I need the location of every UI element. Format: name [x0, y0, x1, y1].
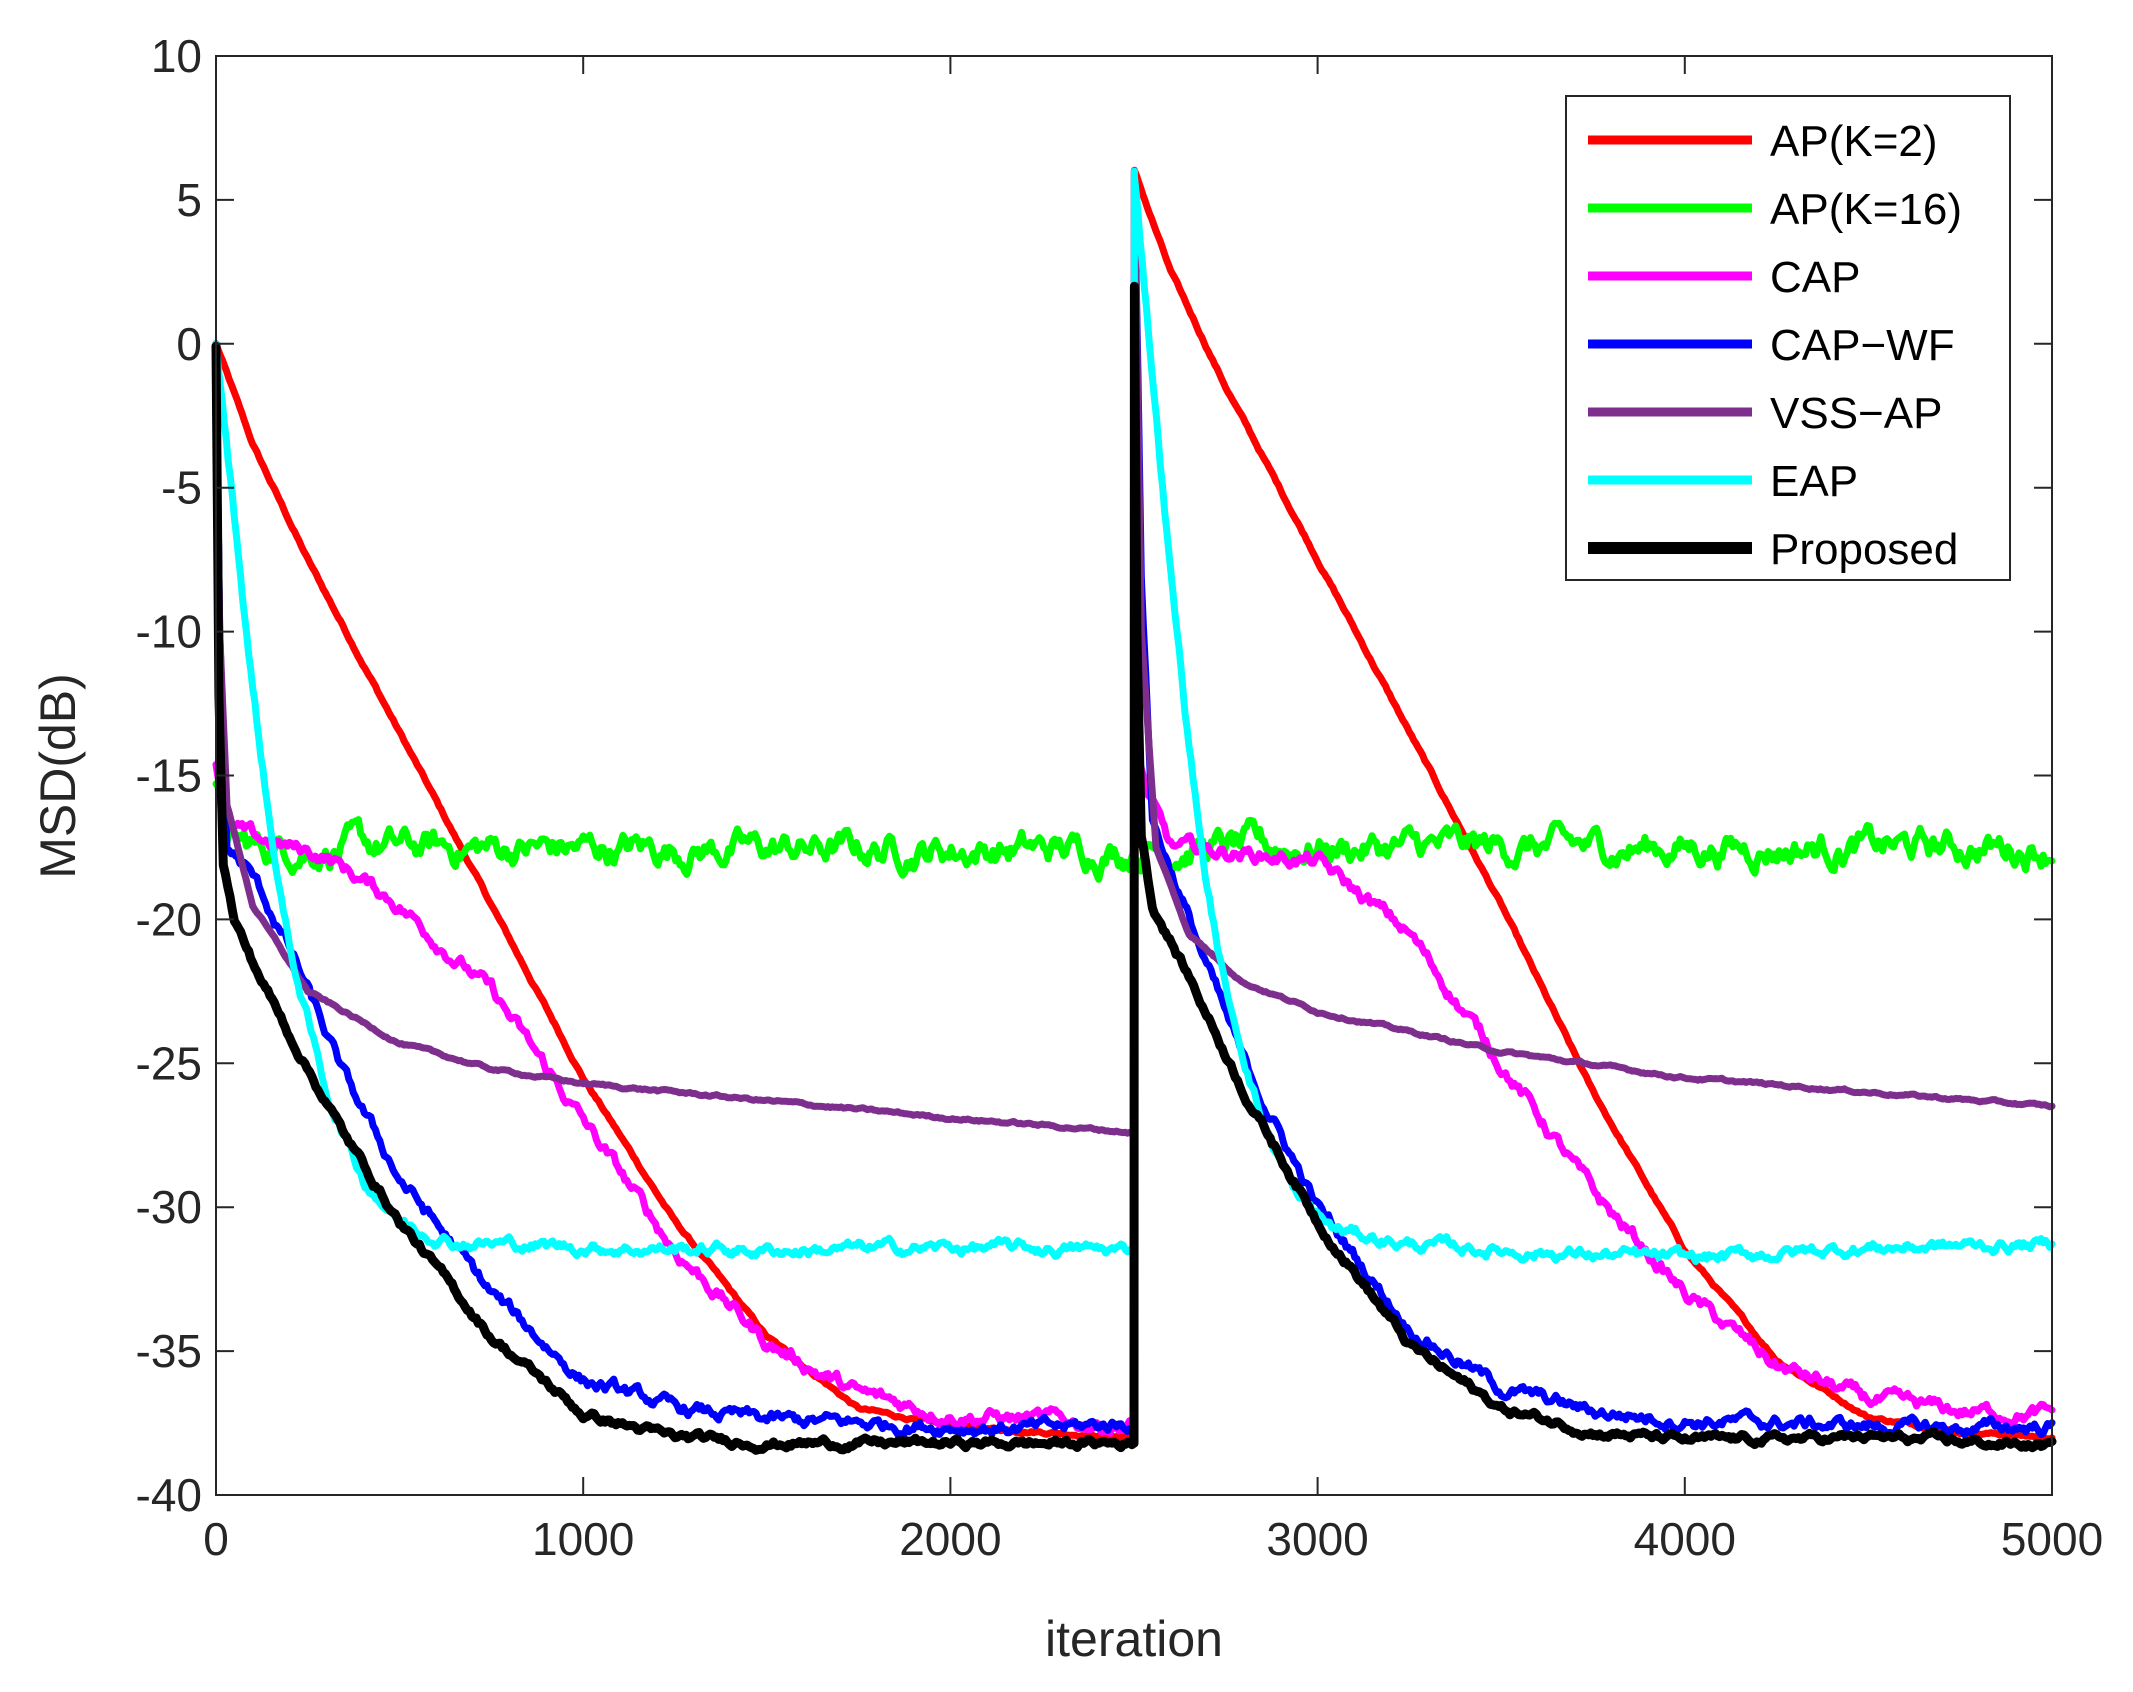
y-tick-label: -5: [161, 462, 202, 514]
legend-label: VSS−AP: [1770, 389, 1942, 438]
x-tick-label: 2000: [899, 1513, 1001, 1565]
legend: AP(K=2) AP(K=16) CAP CAP−WF VSS−AP EAP Propose…: [1565, 95, 2011, 581]
legend-item: CAP−WF: [1588, 321, 1955, 370]
y-tick-label: -15: [136, 750, 202, 802]
series-layer: [211, 166, 2057, 1455]
x-tick-label: 0: [203, 1513, 229, 1565]
x-tick-label: 1000: [532, 1513, 634, 1565]
y-tick-label: -10: [136, 606, 202, 658]
y-tick-labels: -40 -35 -30 -25 -20 -15 -10 -5 0 5 10: [136, 30, 202, 1521]
y-axis-label: MSD(dB): [30, 673, 86, 879]
legend-item: CAP: [1588, 253, 1860, 302]
y-tick-label: -40: [136, 1469, 202, 1521]
legend-item: AP(K=16): [1588, 185, 1962, 234]
legend-item: AP(K=2): [1588, 117, 1938, 166]
legend-item: VSS−AP: [1588, 389, 1942, 438]
series-line-6: [212, 167, 2056, 1265]
legend-label: CAP−WF: [1770, 321, 1955, 370]
legend-label: Proposed: [1770, 525, 1958, 574]
legend-entries: AP(K=2) AP(K=16) CAP CAP−WF VSS−AP EAP Propose…: [1588, 117, 1962, 574]
legend-label: AP(K=16): [1770, 185, 1962, 234]
x-tick-label: 5000: [2001, 1513, 2103, 1565]
legend-item: Proposed: [1588, 525, 1958, 574]
y-tick-label: 10: [151, 30, 202, 82]
series-line-7: [211, 281, 2057, 1455]
plot-frame: [215, 55, 2053, 1496]
y-tick-label: -35: [136, 1325, 202, 1377]
y-tick-label: -30: [136, 1181, 202, 1233]
x-tick-labels: 0 1000 2000 3000 4000 5000: [203, 1513, 2103, 1565]
x-tick-label: 4000: [1634, 1513, 1736, 1565]
legend-item: EAP: [1588, 457, 1858, 506]
legend-label: AP(K=2): [1770, 117, 1938, 166]
y-tick-label: 0: [176, 318, 202, 370]
legend-label: CAP: [1770, 253, 1860, 302]
legend-box: [1565, 95, 2011, 581]
x-tick-label: 3000: [1266, 1513, 1368, 1565]
legend-label: EAP: [1770, 457, 1858, 506]
y-tick-label: 5: [176, 174, 202, 226]
y-tick-label: -25: [136, 1037, 202, 1089]
y-tick-label: -20: [136, 893, 202, 945]
x-axis-label: iteration: [1045, 1611, 1223, 1667]
